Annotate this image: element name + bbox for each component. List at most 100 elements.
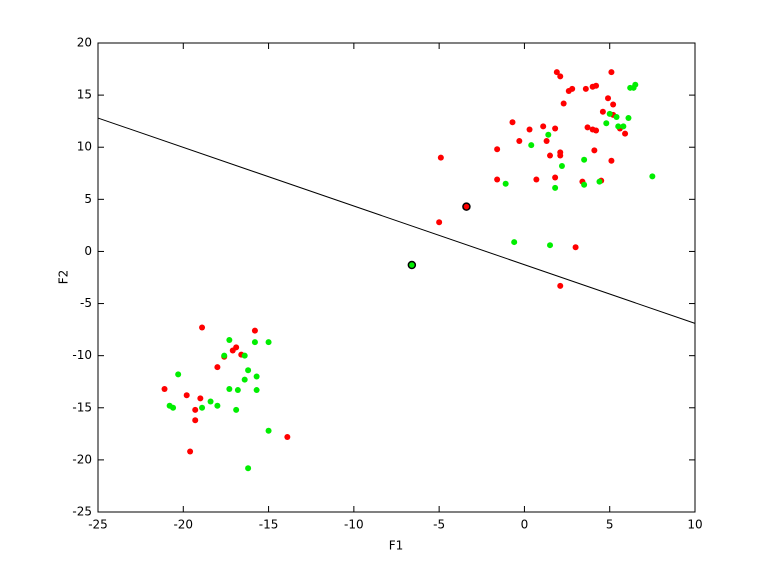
point <box>251 327 258 334</box>
point <box>226 386 233 393</box>
point <box>199 404 206 411</box>
y-tick-label: -15 <box>72 400 92 414</box>
point <box>649 173 656 180</box>
point <box>557 282 564 289</box>
point <box>253 373 260 380</box>
point <box>192 406 199 413</box>
x-tick-label: -20 <box>173 518 193 532</box>
point <box>516 137 523 144</box>
point <box>599 108 606 115</box>
point <box>545 131 552 138</box>
point <box>170 404 177 411</box>
y-tick-label: -5 <box>80 296 92 310</box>
point <box>175 371 182 378</box>
point <box>582 85 589 92</box>
highlighted-point <box>462 202 471 211</box>
point <box>526 126 533 133</box>
x-tick-label: -5 <box>433 518 445 532</box>
point <box>584 124 591 131</box>
y-tick-label: 15 <box>77 88 92 102</box>
point <box>214 402 221 409</box>
y-tick-label: 20 <box>77 36 92 50</box>
point <box>581 181 588 188</box>
x-tick-label: -25 <box>88 518 108 532</box>
point <box>533 176 540 183</box>
point <box>630 84 637 91</box>
point <box>502 180 509 187</box>
point <box>557 149 564 156</box>
point <box>625 115 632 122</box>
point <box>197 395 204 402</box>
x-tick-label: -10 <box>344 518 364 532</box>
plot-area <box>97 42 696 513</box>
point <box>596 178 603 185</box>
point <box>613 113 620 120</box>
point <box>610 101 617 108</box>
point <box>540 123 547 130</box>
point <box>265 339 272 346</box>
point <box>214 364 221 371</box>
point <box>436 219 443 226</box>
point <box>552 125 559 132</box>
point <box>509 119 516 126</box>
point <box>558 162 565 169</box>
point <box>552 174 559 181</box>
point <box>557 73 564 80</box>
point <box>608 157 615 164</box>
point <box>605 95 612 102</box>
point <box>528 142 535 149</box>
point <box>233 406 240 413</box>
y-tick-label: 5 <box>84 192 92 206</box>
point <box>565 87 572 94</box>
x-axis-label: F1 <box>389 539 404 553</box>
x-tick-label: 0 <box>521 518 529 532</box>
point <box>187 448 194 455</box>
point <box>221 352 228 359</box>
y-tick-label: -20 <box>72 452 92 466</box>
point <box>615 123 622 130</box>
y-tick-label: -10 <box>72 348 92 362</box>
point <box>581 156 588 163</box>
point <box>593 127 600 134</box>
y-tick-label: 10 <box>77 140 92 154</box>
highlighted-point <box>407 260 417 270</box>
y-tick-label: 0 <box>84 244 92 258</box>
point <box>437 154 444 161</box>
x-tick-label: 5 <box>606 518 614 532</box>
point <box>494 176 501 183</box>
point <box>552 184 559 191</box>
point <box>284 433 291 440</box>
point <box>560 100 567 107</box>
point <box>603 120 610 127</box>
point <box>234 387 241 394</box>
point <box>251 339 258 346</box>
point <box>207 398 214 405</box>
point <box>593 82 600 89</box>
point <box>265 427 272 434</box>
point <box>245 367 252 374</box>
point <box>183 392 190 399</box>
point <box>253 387 260 394</box>
point <box>547 152 554 159</box>
point <box>241 376 248 383</box>
point <box>606 110 613 117</box>
point <box>543 137 550 144</box>
point <box>192 417 199 424</box>
point <box>229 347 236 354</box>
point <box>199 324 206 331</box>
point <box>553 69 560 76</box>
point <box>620 123 627 130</box>
decision-line <box>97 117 696 324</box>
point <box>511 239 518 246</box>
point <box>494 146 501 153</box>
point <box>622 130 629 137</box>
point <box>572 244 579 251</box>
x-tick-label: -15 <box>259 518 279 532</box>
point <box>161 386 168 393</box>
point <box>226 337 233 344</box>
point <box>547 242 554 249</box>
y-axis-label: F2 <box>57 270 71 285</box>
point <box>245 465 252 472</box>
point <box>241 352 248 359</box>
